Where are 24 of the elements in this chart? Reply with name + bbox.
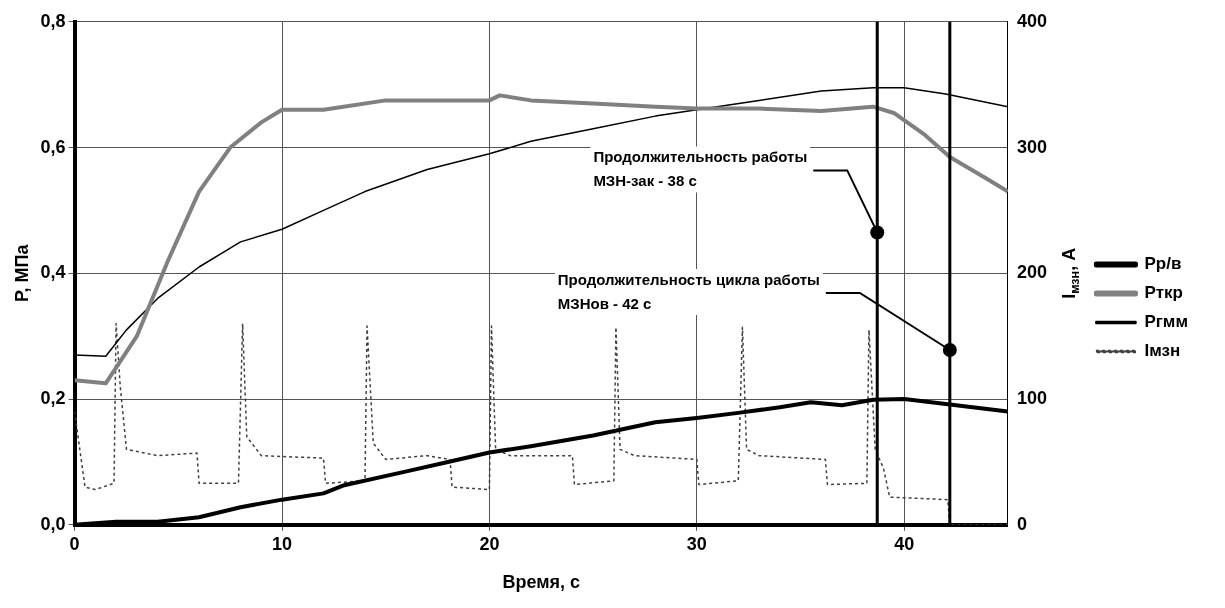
legend-label: Рр/в xyxy=(1144,254,1182,274)
legend-label: Ргмм xyxy=(1144,312,1189,332)
x-tick-label: 10 xyxy=(272,533,293,554)
annotation: Продолжительность работы МЗН-зак - 38 с xyxy=(593,148,808,190)
y2-tick-label: 100 xyxy=(1016,388,1047,409)
x-tick-label: 40 xyxy=(894,533,915,554)
x-tick-label: 30 xyxy=(686,533,707,554)
y2-tick-label: 400 xyxy=(1016,10,1047,31)
y-axis-title: P, МПа xyxy=(11,243,32,303)
x-tick-label: 0 xyxy=(69,533,80,554)
y-tick-label: 0,2 xyxy=(40,388,66,409)
y2-tick-label: 300 xyxy=(1016,136,1047,157)
y-tick-label: 0,8 xyxy=(40,10,66,31)
y-tick-label: 0,6 xyxy=(40,136,66,157)
y2-axis-title: Iмзн, А xyxy=(1058,247,1082,299)
x-axis-title: Время, с xyxy=(502,572,581,593)
y2-tick-label: 200 xyxy=(1016,262,1047,283)
x-tick-label: 20 xyxy=(479,533,500,554)
y-tick-label: 0,0 xyxy=(40,513,66,534)
y2-tick-label: 0 xyxy=(1016,513,1027,534)
legend-label: Рткр xyxy=(1144,283,1183,303)
y-tick-label: 0,4 xyxy=(40,262,66,283)
annotation: Продолжительность цикла работы МЗНов - 42 с xyxy=(557,271,820,313)
legend-label: Імзн xyxy=(1144,341,1181,361)
